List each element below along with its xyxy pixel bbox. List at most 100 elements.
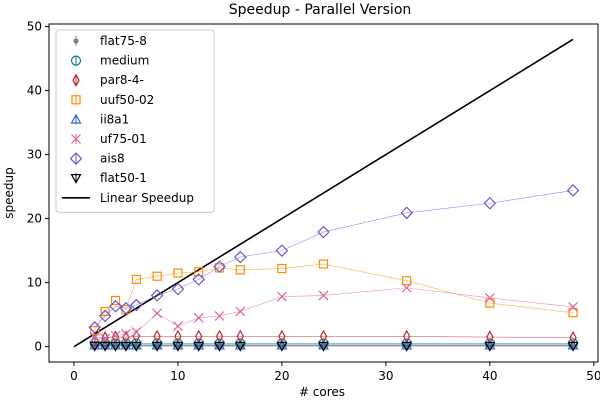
legend-item: medium [70,54,149,68]
legend-label: flat50-1 [100,171,147,185]
x-tick-label: 40 [482,369,497,383]
x-tick-label: 50 [586,369,600,383]
legend-marker [72,73,80,87]
legend-label: ii8a1 [100,112,129,126]
data-point [171,282,185,296]
legend-label: medium [100,54,149,68]
data-point [110,295,121,306]
data-point [193,312,204,323]
data-point [150,289,164,302]
data-point [120,341,132,352]
data-point [484,339,496,350]
legend-item: uuf50-02 [71,93,154,107]
legend-marker [73,38,79,44]
data-point [88,321,102,334]
legend-item: flat50-1 [70,171,147,185]
data-point [401,341,413,352]
data-point [235,306,246,317]
data-point [214,339,226,350]
x-tick-label: 0 [70,369,78,383]
legend-marker [70,55,82,66]
data-point [317,341,330,352]
data-point [110,339,122,350]
data-point [318,259,329,269]
data-point [276,341,288,352]
data-point [194,267,204,277]
x-tick-label: 20 [274,369,289,383]
data-point [233,250,247,264]
data-point [569,330,577,345]
data-point [568,302,578,312]
series-uuf50-02 [90,259,578,336]
data-point [152,308,163,319]
data-point [172,341,184,352]
data-point [401,282,412,293]
data-point [214,310,225,321]
data-point [317,339,330,350]
data-point [121,328,131,339]
data-point [483,196,497,210]
data-point [89,332,100,342]
data-point [110,330,121,341]
legend-label: flat75-8 [100,34,147,48]
series-flat50-1 [89,341,579,352]
x-tick-label: 30 [378,369,393,383]
data-point [275,244,289,257]
legend-marker [71,95,81,105]
data-point [98,309,112,323]
y-tick-label: 40 [27,84,42,98]
data-point [235,265,245,275]
y-tick-label: 0 [34,340,42,354]
data-point [173,268,183,278]
data-point [400,206,414,220]
legend-label: uf75-01 [100,132,147,146]
data-point [130,339,142,350]
y-tick-label: 50 [27,20,42,34]
data-point [214,341,226,352]
data-point [151,341,163,352]
legend: flat75-8 medium par8-4- uuf50-02 ii8a1 uf75-0… [55,29,215,213]
data-point [130,341,142,352]
legend-item: par8-4- [72,73,144,87]
data-point [131,326,142,337]
data-point [99,339,111,350]
plot-frame [48,23,599,363]
y-axis-label: speedup [2,167,16,218]
data-point [318,290,329,301]
series-ais8 [88,184,580,334]
data-point [567,339,579,350]
data-point [110,341,122,352]
data-point [131,274,141,285]
legend-marker [70,174,82,184]
y-tick-label: 30 [27,148,42,162]
series-uf75-01 [89,282,578,344]
data-point [193,339,205,350]
data-point [568,308,578,318]
legend-item: Linear Speedup [62,191,194,205]
x-axis-label: # cores [299,385,345,399]
legend-marker [70,113,82,124]
data-point [484,341,496,352]
data-point [129,298,143,312]
legend-item: flat75-8 [73,34,147,48]
legend-item: ii8a1 [70,112,129,126]
data-point [120,339,132,350]
y-tick-label: 20 [27,212,42,226]
data-point [90,326,100,336]
data-point [193,341,205,352]
legend-label: Linear Speedup [100,191,194,205]
legend-item: uf75-01 [71,132,147,146]
legend-item: ais8 [69,152,125,166]
data-point [234,341,246,352]
data-point [100,333,111,344]
data-point [172,339,184,350]
data-point [567,341,579,352]
data-point [234,339,246,350]
data-point [119,301,133,315]
series-line [94,263,574,331]
data-point [317,225,330,239]
data-point [402,276,412,286]
series-line [94,190,574,328]
data-point [89,341,101,352]
